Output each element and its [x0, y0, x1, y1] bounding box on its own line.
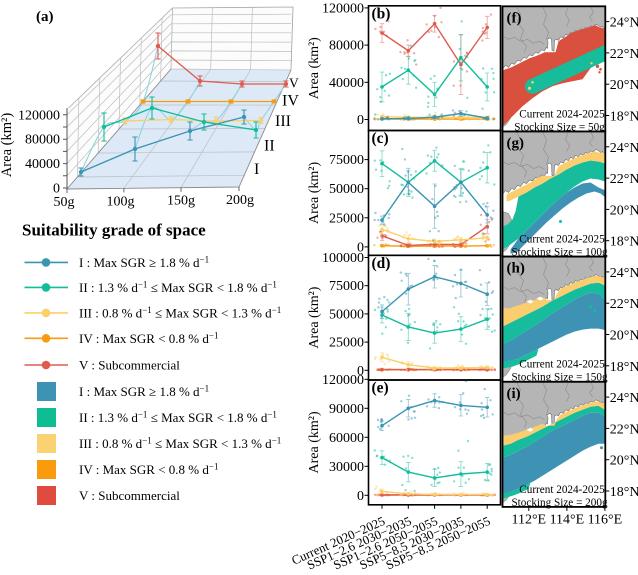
svg-text:Current 2024-2025: Current 2024-2025 — [519, 484, 605, 496]
svg-text:IV : Max SGR < 0.8 % d−1: IV : Max SGR < 0.8 % d−1 — [79, 330, 218, 346]
svg-text:(h): (h) — [507, 261, 525, 277]
svg-text:II: II — [264, 138, 275, 155]
svg-text:75000: 75000 — [329, 279, 364, 294]
svg-text:24°N: 24°N — [610, 141, 638, 156]
svg-text:24°N: 24°N — [610, 16, 638, 31]
svg-text:114°E: 114°E — [550, 513, 585, 528]
svg-text:Stocking Size = 100g: Stocking Size = 100g — [511, 247, 608, 259]
svg-text:(i): (i) — [507, 386, 521, 402]
svg-text:22°N: 22°N — [610, 297, 638, 312]
svg-text:40000: 40000 — [25, 157, 60, 172]
svg-text:22°N: 22°N — [610, 422, 638, 437]
svg-text:0: 0 — [357, 489, 364, 504]
svg-text:120000: 120000 — [18, 108, 60, 123]
svg-text:(f): (f) — [507, 10, 522, 26]
svg-text:116°E: 116°E — [588, 513, 623, 528]
svg-text:II : 1.3 % d−1 ≤ Max SGR < 1.8: II : 1.3 % d−1 ≤ Max SGR < 1.8 % d−1 — [79, 410, 277, 426]
svg-text:50g: 50g — [54, 195, 75, 210]
svg-text:90000: 90000 — [329, 402, 364, 417]
svg-text:24°N: 24°N — [610, 266, 638, 281]
svg-text:0: 0 — [357, 240, 364, 255]
svg-text:100000: 100000 — [322, 251, 364, 266]
svg-text:Area (km²): Area (km²) — [307, 411, 322, 473]
svg-text:120000: 120000 — [322, 373, 364, 388]
svg-text:18°N: 18°N — [610, 110, 638, 125]
svg-text:(d): (d) — [372, 255, 391, 272]
svg-text:I: I — [254, 161, 259, 178]
svg-text:Area (km²): Area (km²) — [307, 286, 322, 348]
svg-text:IV: IV — [282, 93, 299, 110]
svg-text:Stocking Size = 200g: Stocking Size = 200g — [511, 497, 608, 509]
svg-text:25000: 25000 — [329, 211, 364, 226]
svg-text:Suitability grade of space: Suitability grade of space — [22, 221, 206, 240]
svg-text:80000: 80000 — [25, 133, 60, 148]
svg-text:III: III — [275, 113, 291, 130]
svg-text:75000: 75000 — [329, 153, 364, 168]
svg-text:24°N: 24°N — [610, 391, 638, 406]
svg-text:Stocking Size = 150g: Stocking Size = 150g — [511, 372, 608, 384]
svg-text:Current 2024-2025: Current 2024-2025 — [519, 108, 605, 120]
svg-text:Stocking Size = 50g: Stocking Size = 50g — [514, 121, 605, 133]
svg-text:20°N: 20°N — [610, 454, 638, 469]
svg-text:V : Subcommercial: V : Subcommercial — [79, 358, 180, 373]
svg-text:20°N: 20°N — [610, 78, 638, 93]
svg-text:IV : Max SGR < 0.8 % d−1: IV : Max SGR < 0.8 % d−1 — [79, 462, 218, 478]
svg-text:III : 0.8 % d−1 ≤ Max SGR < 1.: III : 0.8 % d−1 ≤ Max SGR < 1.3 % d−1 — [79, 436, 281, 452]
svg-text:18°N: 18°N — [610, 235, 638, 250]
svg-text:I : Max SGR ≥ 1.8 % d−1: I : Max SGR ≥ 1.8 % d−1 — [79, 254, 209, 270]
svg-text:18°N: 18°N — [610, 485, 638, 500]
svg-text:200g: 200g — [226, 193, 254, 208]
svg-text:(c): (c) — [372, 130, 389, 147]
svg-text:22°N: 22°N — [610, 47, 638, 62]
svg-text:(b): (b) — [372, 5, 391, 22]
svg-text:(e): (e) — [372, 380, 389, 397]
svg-text:50000: 50000 — [329, 182, 364, 197]
svg-text:25000: 25000 — [329, 336, 364, 351]
svg-text:0: 0 — [357, 364, 364, 379]
svg-text:0: 0 — [357, 113, 364, 128]
svg-text:100g: 100g — [107, 194, 135, 209]
svg-text:(a): (a) — [36, 9, 54, 25]
svg-text:V : Subcommercial: V : Subcommercial — [79, 488, 180, 503]
svg-text:20°N: 20°N — [610, 203, 638, 218]
svg-text:Area (km²): Area (km²) — [307, 162, 322, 224]
svg-text:Current 2024-2025: Current 2024-2025 — [519, 359, 605, 371]
svg-text:0: 0 — [53, 182, 60, 197]
svg-text:22°N: 22°N — [610, 172, 638, 187]
svg-text:Current 2024-2025: Current 2024-2025 — [519, 234, 605, 246]
svg-text:40000: 40000 — [329, 76, 364, 91]
svg-text:(g): (g) — [507, 136, 525, 152]
svg-text:30000: 30000 — [329, 460, 364, 475]
svg-text:112°E: 112°E — [511, 513, 546, 528]
svg-text:120000: 120000 — [322, 1, 364, 16]
svg-text:I : Max SGR ≥ 1.8 % d−1: I : Max SGR ≥ 1.8 % d−1 — [79, 384, 209, 400]
svg-text:Area (km²): Area (km²) — [0, 113, 15, 178]
svg-text:Area (km²): Area (km²) — [307, 37, 322, 99]
svg-text:III : 0.8 % d−1 ≤ Max SGR < 1.: III : 0.8 % d−1 ≤ Max SGR < 1.3 % d−1 — [79, 305, 281, 321]
svg-text:V: V — [289, 76, 299, 91]
svg-text:80000: 80000 — [329, 39, 364, 54]
svg-text:60000: 60000 — [329, 431, 364, 446]
svg-text:20°N: 20°N — [610, 329, 638, 344]
svg-text:150g: 150g — [167, 194, 195, 209]
svg-text:50000: 50000 — [329, 307, 364, 322]
svg-text:18°N: 18°N — [610, 360, 638, 375]
svg-text:II : 1.3 % d−1 ≤ Max SGR < 1.8: II : 1.3 % d−1 ≤ Max SGR < 1.8 % d−1 — [79, 279, 277, 295]
